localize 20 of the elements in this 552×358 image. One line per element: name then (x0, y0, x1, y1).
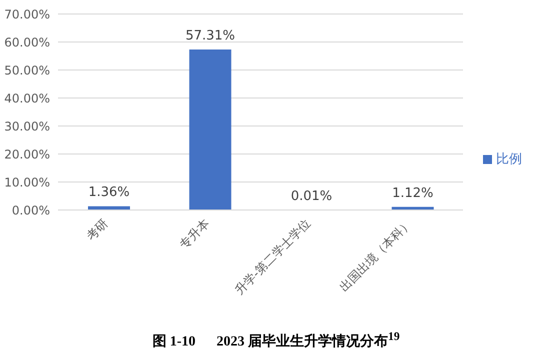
x-tick-label: 专升本 (176, 216, 212, 252)
text: 图 1-10 2023 届毕业生升学情况分布$^{19}$ (151, 330, 401, 351)
legend-label: 比例 (496, 152, 522, 167)
y-tick-label: 20.00% (4, 147, 50, 162)
y-tick-label: 70.00% (4, 7, 50, 22)
data-label: 1.12% (392, 186, 434, 201)
bar (189, 50, 232, 210)
y-tick-label: 60.00% (4, 35, 50, 50)
data-label: 0.01% (290, 188, 332, 204)
y-tick-label: 50.00% (4, 63, 50, 78)
y-tick-label: 0.00% (12, 203, 50, 218)
x-tick-label: 升学-第二学士学位 (232, 216, 314, 298)
y-tick-label: 10.00% (4, 175, 50, 190)
y-tick-label: 30.00% (4, 119, 50, 134)
x-tick-label: 出国出境（本科） (336, 216, 414, 294)
bar (88, 206, 130, 210)
y-tick-label: 40.00% (4, 91, 50, 106)
data-label: 1.36% (88, 185, 130, 200)
data-label: 57.31% (185, 28, 236, 44)
x-tick-label: 考研 (84, 216, 111, 244)
